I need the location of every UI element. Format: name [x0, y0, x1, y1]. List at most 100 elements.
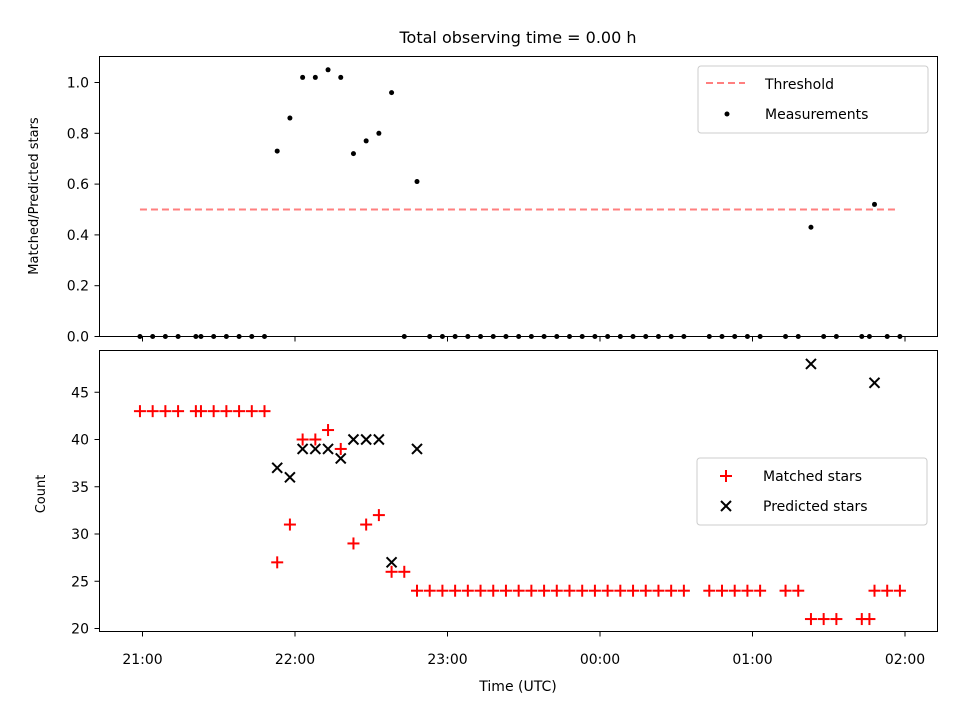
measurement-point: [300, 74, 306, 80]
bottom-y-tick-label: 40: [71, 433, 89, 449]
matched-star-point: [245, 405, 258, 418]
bottom-y-tick-label: 20: [71, 622, 89, 638]
bottom-legend-box: [696, 457, 928, 526]
legend-measurements-label: Measurements: [765, 107, 868, 123]
matched-star-point: [525, 584, 538, 597]
bottom-y-ticks: 20 25 30 35 40 45: [71, 385, 100, 638]
predicted-star-point: [309, 443, 322, 455]
bottom-y-tick-label: 25: [71, 574, 89, 590]
measurement-point: [325, 67, 331, 73]
matched-star-point: [487, 584, 500, 597]
matched-star-point: [258, 405, 271, 418]
matched-star-point: [372, 509, 385, 522]
bottom-x-ticks: 21:00 22:00 23:00 00:00 01:00 02:00: [122, 631, 925, 668]
predicted-star-point: [385, 556, 398, 569]
predicted-star-stroke-b: [868, 377, 881, 389]
matched-star-point: [233, 405, 246, 418]
matched-star-point: [817, 613, 830, 626]
matched-star-point: [665, 584, 678, 597]
matched-stars-series: [133, 405, 906, 626]
predicted-star-stroke-b: [411, 443, 423, 455]
bottom-y-axis-label: Count: [34, 475, 49, 514]
matched-star-point: [283, 518, 296, 531]
predicted-star-stroke-b: [373, 433, 385, 446]
x-tick-label: 21:00: [122, 652, 162, 668]
top-y-axis-label: Matched/Predicted stars: [27, 117, 42, 275]
matched-star-point: [309, 433, 322, 446]
matched-star-point: [627, 584, 640, 597]
top-y-tick-label: 0.0: [67, 330, 89, 346]
legend-measurements-swatch: [724, 111, 730, 117]
matched-star-point: [614, 584, 627, 597]
top-y-ticks: 0.0 0.2 0.4 0.6 0.8 1.0: [67, 76, 100, 346]
matched-star-point: [436, 584, 449, 597]
matched-star-point: [347, 537, 360, 550]
predicted-star-stroke-b: [360, 433, 372, 446]
top-chart-title: Total observing time = 0.00 h: [398, 28, 636, 47]
matched-star-point: [677, 584, 690, 597]
matched-star-point: [423, 584, 436, 597]
predicted-star-point: [868, 377, 881, 389]
bottom-legend: Matched stars Predicted stars: [696, 457, 928, 526]
predicted-star-stroke-b: [385, 556, 398, 569]
matched-star-point: [588, 584, 601, 597]
matched-star-point: [461, 584, 474, 597]
predicted-stars-series: [271, 358, 881, 569]
top-y-tick-label: 1.0: [67, 76, 89, 92]
matched-star-point: [881, 584, 894, 597]
predicted-star-stroke-b: [335, 452, 347, 465]
matched-star-point: [296, 433, 309, 446]
matched-star-point: [385, 565, 398, 578]
top-axes: Total observing time = 0.00 h Matched/Pr…: [27, 28, 938, 346]
predicted-star-stroke-b: [309, 443, 322, 455]
matched-star-point: [863, 613, 876, 626]
predicted-star-point: [373, 433, 385, 446]
matched-star-point: [728, 584, 741, 597]
matched-star-point: [779, 584, 792, 597]
matched-star-point: [550, 584, 563, 597]
top-y-tick-label: 0.8: [67, 126, 89, 142]
matched-star-point: [271, 556, 284, 569]
matched-star-point: [474, 584, 487, 597]
measurement-point: [350, 151, 356, 157]
top-y-tick-label: 0.4: [67, 228, 89, 244]
top-axes-frame: [99, 56, 938, 337]
bottom-x-axis-label: Time (UTC): [478, 679, 556, 695]
legend-predicted-label: Predicted stars: [763, 499, 868, 515]
bottom-y-tick-label: 35: [71, 480, 89, 496]
predicted-star-stroke-b: [284, 471, 296, 484]
top-legend: Threshold Measurements: [697, 65, 929, 134]
matched-star-point: [133, 405, 146, 418]
x-tick-label: 01:00: [732, 652, 772, 668]
x-tick-label: 22:00: [275, 652, 315, 668]
predicted-star-point: [322, 443, 334, 455]
matched-star-point: [576, 584, 589, 597]
predicted-star-point: [411, 443, 423, 455]
matched-star-point: [563, 584, 576, 597]
predicted-star-stroke-b: [296, 443, 309, 455]
legend-predicted-swatch: [720, 500, 732, 512]
legend-threshold-label: Threshold: [764, 77, 834, 93]
matched-star-point: [398, 565, 411, 578]
predicted-star-stroke-b: [271, 462, 283, 474]
x-tick-label: 23:00: [427, 652, 467, 668]
measurement-point: [287, 115, 293, 121]
matched-star-point: [512, 584, 525, 597]
measurement-point: [376, 130, 382, 136]
matched-star-point: [159, 405, 172, 418]
measurement-point: [872, 201, 877, 207]
measurement-point: [363, 138, 369, 144]
matched-star-point: [538, 584, 551, 597]
matched-star-point: [146, 405, 159, 418]
predicted-star-point: [296, 443, 309, 455]
matched-star-point: [652, 584, 665, 597]
matched-star-point: [360, 518, 373, 531]
top-x-ticks: [142, 336, 906, 342]
predicted-star-point: [284, 471, 296, 484]
predicted-star-stroke-b: [347, 433, 360, 446]
matched-star-point: [804, 613, 817, 626]
legend-matched-label: Matched stars: [763, 469, 862, 485]
matched-star-point: [499, 584, 512, 597]
bottom-axes-frame: [99, 350, 938, 632]
